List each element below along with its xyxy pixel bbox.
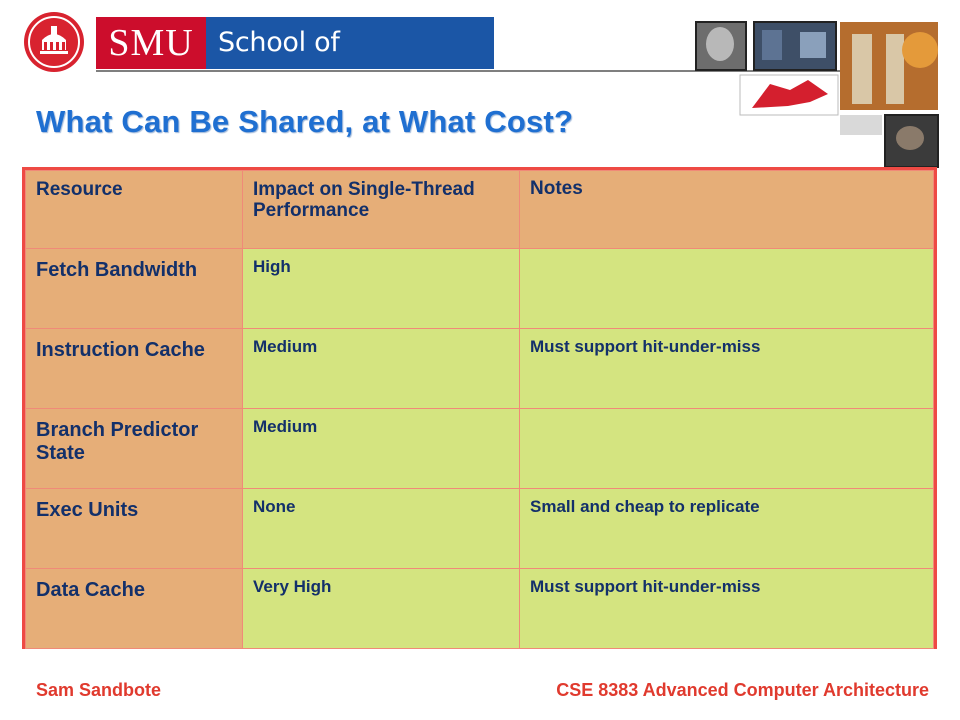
notes-cell: Must support hit-under-miss bbox=[519, 568, 934, 649]
brand-label: SMU bbox=[96, 17, 206, 69]
resource-cell: Branch Predictor State bbox=[25, 408, 243, 489]
header-banner: SMU School of Engineering bbox=[96, 17, 494, 110]
school-label: School of Engineering bbox=[206, 17, 494, 110]
resource-cell: Data Cache bbox=[25, 568, 243, 649]
resource-cell: Instruction Cache bbox=[25, 328, 243, 409]
impact-cell: Medium bbox=[242, 328, 520, 409]
impact-cell: High bbox=[242, 248, 520, 329]
table-row: Exec Units None Small and cheap to repli… bbox=[25, 488, 934, 569]
footer-author: Sam Sandbote bbox=[36, 680, 162, 700]
notes-cell: Must support hit-under-miss bbox=[519, 328, 934, 409]
resource-cell: Exec Units bbox=[25, 488, 243, 569]
header-divider bbox=[96, 70, 844, 72]
column-header-impact: Impact on Single-Thread Performance bbox=[242, 170, 520, 249]
slide-title: What Can Be Shared, at What Cost? bbox=[36, 104, 574, 139]
impact-cell: None bbox=[242, 488, 520, 569]
resource-cell: Fetch Bandwidth bbox=[25, 248, 243, 329]
table-row: Instruction Cache Medium Must support hi… bbox=[25, 328, 934, 409]
column-header-notes: Notes bbox=[519, 170, 934, 249]
table-row: Fetch Bandwidth High bbox=[25, 248, 934, 329]
table-row: Branch Predictor State Medium bbox=[25, 408, 934, 489]
column-header-resource: Resource bbox=[25, 170, 243, 249]
impact-cell: Medium bbox=[242, 408, 520, 489]
resource-table: Resource Impact on Single-Thread Perform… bbox=[22, 167, 937, 649]
notes-cell: Small and cheap to replicate bbox=[519, 488, 934, 569]
table-row: Data Cache Very High Must support hit-un… bbox=[25, 568, 934, 649]
footer-course: CSE 8383 Advanced Computer Architecture bbox=[556, 680, 929, 700]
table-header-row: Resource Impact on Single-Thread Perform… bbox=[25, 170, 934, 249]
notes-cell bbox=[519, 408, 934, 489]
notes-cell bbox=[519, 248, 934, 329]
impact-cell: Very High bbox=[242, 568, 520, 649]
smu-seal-logo bbox=[24, 12, 84, 72]
photo-collage-image bbox=[695, 21, 939, 168]
